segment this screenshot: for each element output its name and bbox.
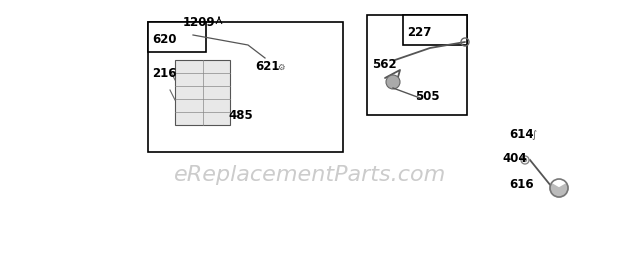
Text: ∫: ∫ (531, 130, 536, 140)
Bar (367, 15, 467, 115)
Text: 485: 485 (228, 109, 253, 122)
Wedge shape (550, 183, 568, 197)
Bar (148, 22, 343, 152)
Text: 614: 614 (509, 128, 534, 141)
Text: 404: 404 (502, 152, 526, 165)
Text: 1209: 1209 (183, 16, 216, 29)
Text: 505: 505 (415, 90, 440, 103)
Text: 227: 227 (407, 26, 432, 39)
Circle shape (523, 159, 526, 161)
Text: ⚙: ⚙ (277, 63, 285, 72)
Text: 216: 216 (152, 67, 177, 80)
Text: 562: 562 (372, 58, 397, 71)
Bar (403, 15, 467, 45)
Circle shape (386, 75, 400, 89)
Text: eReplacementParts.com: eReplacementParts.com (174, 165, 446, 185)
Text: 620: 620 (152, 33, 177, 46)
Text: 616: 616 (509, 178, 534, 191)
Bar (148, 22, 206, 52)
Bar (175, 60, 230, 125)
Text: 621: 621 (255, 60, 280, 73)
